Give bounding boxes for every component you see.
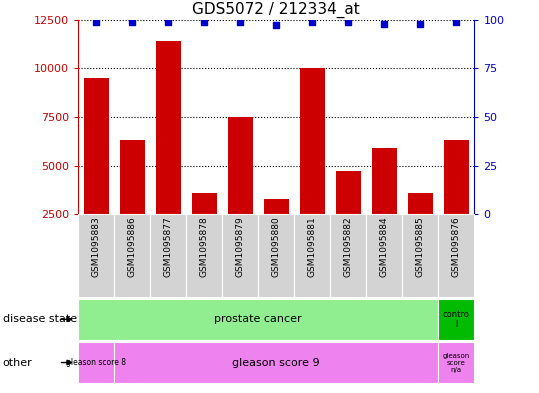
Bar: [444, 140, 469, 263]
Bar: [120, 140, 145, 263]
Point: [200, 18, 209, 25]
Text: GSM1095886: GSM1095886: [128, 216, 137, 277]
Text: gleason score 8: gleason score 8: [66, 358, 126, 367]
Point: [344, 18, 353, 25]
Text: contro
l: contro l: [443, 310, 470, 329]
Point: [236, 18, 245, 25]
Bar: [191, 193, 217, 263]
Bar: [84, 78, 109, 263]
Point: [416, 20, 425, 27]
Point: [164, 18, 172, 25]
Text: disease state: disease state: [3, 314, 77, 324]
Bar: [156, 41, 181, 263]
Text: GSM1095877: GSM1095877: [164, 216, 172, 277]
Text: other: other: [3, 358, 32, 367]
Bar: [336, 171, 361, 263]
Text: GSM1095881: GSM1095881: [308, 216, 317, 277]
Text: gleason
score
n/a: gleason score n/a: [443, 353, 470, 373]
Point: [380, 20, 389, 27]
Point: [128, 18, 136, 25]
Text: GSM1095879: GSM1095879: [236, 216, 245, 277]
Bar: [407, 193, 433, 263]
Point: [308, 18, 316, 25]
Text: GSM1095884: GSM1095884: [380, 216, 389, 277]
Text: gleason score 9: gleason score 9: [232, 358, 320, 367]
Title: GDS5072 / 212334_at: GDS5072 / 212334_at: [192, 2, 360, 18]
Text: GSM1095880: GSM1095880: [272, 216, 281, 277]
Text: GSM1095882: GSM1095882: [344, 216, 353, 277]
Bar: [372, 148, 397, 263]
Text: GSM1095876: GSM1095876: [452, 216, 461, 277]
Bar: [300, 68, 325, 263]
Point: [452, 18, 461, 25]
Text: GSM1095878: GSM1095878: [200, 216, 209, 277]
Point: [92, 18, 100, 25]
Point: [272, 22, 281, 29]
Text: GSM1095885: GSM1095885: [416, 216, 425, 277]
Bar: [227, 117, 253, 263]
Bar: [264, 198, 289, 263]
Text: GSM1095883: GSM1095883: [92, 216, 101, 277]
Text: prostate cancer: prostate cancer: [215, 314, 302, 324]
